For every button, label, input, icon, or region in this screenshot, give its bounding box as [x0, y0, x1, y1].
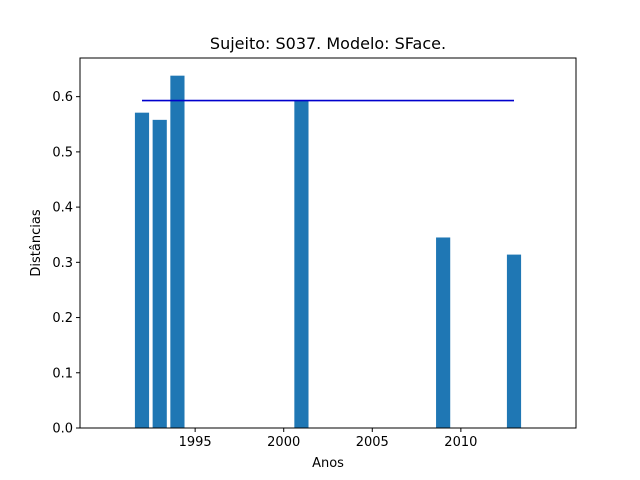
- bars-group: [134, 75, 522, 429]
- bar-2001: [294, 100, 309, 428]
- y-tick-label: 0.5: [52, 145, 73, 160]
- x-tick-label: 2010: [444, 435, 477, 450]
- bar-2013: [506, 254, 522, 428]
- x-tick-label: 1995: [179, 435, 212, 450]
- x-axis-label: Anos: [312, 456, 344, 471]
- x-axis-ticks: 1995 2000 2005 2010: [179, 428, 477, 450]
- chart-title: Sujeito: S037. Modelo: SFace.: [210, 34, 446, 53]
- bar-1992: [134, 112, 150, 429]
- x-tick-label: 2000: [267, 435, 300, 450]
- y-tick-label: 0.6: [52, 90, 73, 105]
- y-axis-ticks: 0.0 0.1 0.2 0.3 0.4 0.5 0.6: [52, 90, 80, 437]
- bar-1993: [152, 119, 167, 429]
- y-tick-label: 0.2: [52, 311, 73, 326]
- y-tick-label: 0.1: [52, 366, 73, 381]
- x-tick-label: 2005: [356, 435, 389, 450]
- y-axis-label: Distâncias: [29, 209, 44, 276]
- axes-frame: [79, 57, 577, 429]
- bar-1994: [170, 75, 185, 429]
- y-tick-label: 0.0: [52, 422, 73, 437]
- y-tick-label: 0.3: [52, 256, 73, 271]
- bar-2009: [436, 237, 451, 428]
- y-tick-label: 0.4: [52, 201, 73, 216]
